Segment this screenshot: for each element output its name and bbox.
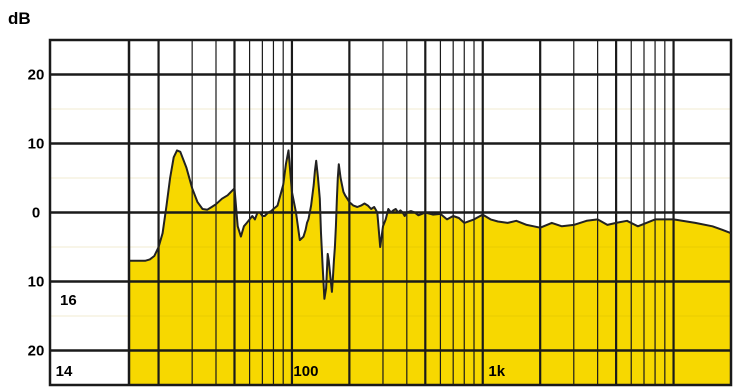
response-fill (129, 150, 731, 385)
x-tick-labels: 14 100 1k (56, 363, 506, 380)
y-tick-label: 20 (28, 67, 45, 84)
x-tick-label: 100 (293, 363, 318, 380)
corner-label: 16 (60, 292, 77, 309)
y-tick-label: 10 (28, 274, 45, 291)
y-tick-label: 20 (28, 343, 45, 360)
response-line-group (129, 149, 732, 300)
grid-lines (48, 38, 733, 387)
plot-frame (48, 38, 733, 387)
response-area (129, 150, 731, 385)
y-unit-label: dB (8, 9, 31, 28)
y-tick-labels: 20 10 0 10 20 (28, 67, 45, 360)
response-line (129, 149, 732, 300)
x-tick-label: 14 (56, 363, 73, 380)
y-tick-label: 0 (32, 205, 40, 222)
y-tick-label: 10 (28, 136, 45, 153)
x-tick-label: 1k (488, 363, 505, 380)
